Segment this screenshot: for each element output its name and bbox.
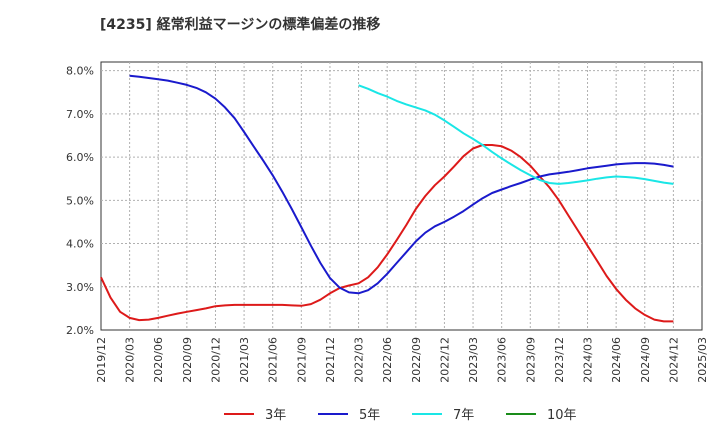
x-tick-label: 2021/03 bbox=[238, 337, 251, 383]
plot-area bbox=[100, 61, 703, 331]
y-axis: 2.0% 3.0% 4.0% 5.0% 6.0% 7.0% 8.0% bbox=[66, 65, 94, 337]
x-tick-label: 2021/09 bbox=[295, 337, 308, 383]
x-tick-label: 2023/12 bbox=[553, 337, 566, 383]
x-tick-label: 2020/12 bbox=[209, 337, 222, 383]
y-tick-label: 2.0% bbox=[66, 324, 94, 337]
x-tick-label: 2024/03 bbox=[582, 337, 595, 383]
legend: 3年 5年 7年 10年 bbox=[224, 408, 577, 423]
legend-label: 3年 bbox=[265, 408, 286, 423]
x-tick-label: 2020/09 bbox=[181, 337, 194, 383]
legend-label: 5年 bbox=[359, 408, 380, 423]
x-tick-label: 2024/06 bbox=[610, 337, 623, 383]
x-tick-label: 2023/06 bbox=[496, 337, 509, 383]
y-tick-label: 4.0% bbox=[66, 238, 94, 251]
legend-label: 10年 bbox=[547, 408, 577, 423]
series-lines bbox=[100, 74, 674, 323]
x-tick-label: 2023/09 bbox=[524, 337, 537, 383]
series-line-1 bbox=[129, 74, 674, 295]
y-tick-label: 7.0% bbox=[66, 108, 94, 121]
chart-title: [4235] 経常利益マージンの標準偏差の推移 bbox=[100, 16, 380, 33]
y-tick-label: 3.0% bbox=[66, 281, 94, 294]
x-axis: 2019/12 2020/03 2020/06 2020/09 2020/12 2021/… bbox=[95, 337, 709, 383]
series-line-2 bbox=[358, 84, 674, 185]
x-tick-label: 2021/12 bbox=[324, 337, 337, 383]
x-tick-label: 2025/03 bbox=[696, 337, 709, 383]
y-tick-label: 5.0% bbox=[66, 194, 94, 207]
x-tick-label: 2023/03 bbox=[467, 337, 480, 383]
y-tick-label: 8.0% bbox=[66, 65, 94, 78]
x-tick-label: 2022/06 bbox=[381, 337, 394, 383]
x-tick-label: 2022/03 bbox=[353, 337, 366, 383]
x-tick-label: 2019/12 bbox=[95, 337, 108, 383]
x-tick-label: 2024/12 bbox=[667, 337, 680, 383]
legend-label: 7年 bbox=[453, 408, 474, 423]
grid-lines bbox=[101, 62, 702, 330]
x-tick-label: 2020/03 bbox=[124, 337, 137, 383]
x-tick-label: 2021/06 bbox=[267, 337, 280, 383]
x-tick-label: 2020/06 bbox=[152, 337, 165, 383]
x-tick-label: 2024/09 bbox=[639, 337, 652, 383]
x-tick-label: 2022/12 bbox=[438, 337, 451, 383]
x-tick-label: 2022/09 bbox=[410, 337, 423, 383]
series-line-0 bbox=[100, 144, 674, 323]
y-tick-label: 6.0% bbox=[66, 151, 94, 164]
